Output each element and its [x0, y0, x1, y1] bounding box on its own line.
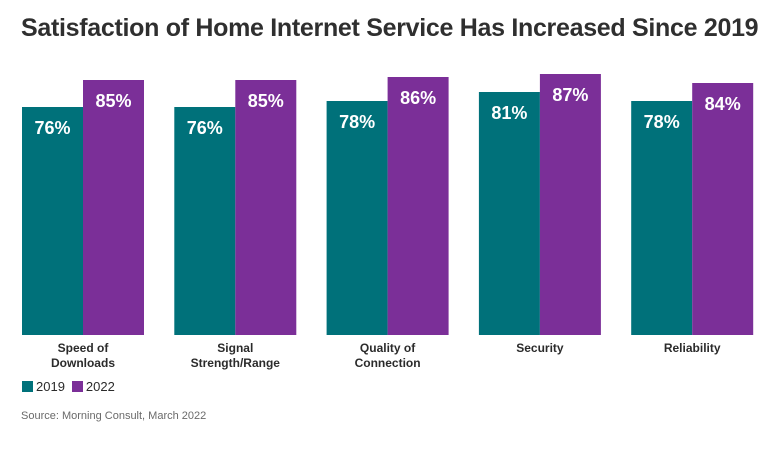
- legend-swatch-2019: [22, 381, 33, 392]
- source-note: Source: Morning Consult, March 2022: [21, 410, 207, 422]
- legend-swatch-2022: [71, 381, 83, 392]
- bar-2019-2: [174, 107, 236, 335]
- data-label-2022-5: 84%: [705, 94, 741, 114]
- chart-legend: 2019 2022: [22, 379, 122, 394]
- bar-2019-1: [22, 107, 83, 335]
- bar-2019-5: [631, 101, 693, 335]
- data-label-2019-1: 76%: [34, 118, 70, 138]
- bar-2022-1: [83, 80, 144, 335]
- data-label-2019-2: 76%: [187, 118, 223, 138]
- category-label-1-line-2: Downloads: [51, 356, 115, 370]
- data-label-2019-5: 78%: [644, 112, 680, 132]
- chart-title: Satisfaction of Home Internet Service Ha…: [21, 14, 759, 42]
- bar-2022-3: [387, 77, 449, 335]
- data-label-2019-3: 78%: [339, 112, 375, 132]
- legend-item-2019: 2019: [22, 379, 65, 394]
- category-label-2-line-1: Signal: [217, 341, 253, 355]
- bar-2022-2: [235, 80, 297, 335]
- category-label-1-line-1: Speed of: [58, 341, 110, 355]
- bar-2022-5: [692, 83, 754, 335]
- data-label-2022-2: 85%: [248, 91, 284, 111]
- data-label-2019-4: 81%: [491, 103, 527, 123]
- data-label-2022-3: 86%: [400, 88, 436, 108]
- category-label-3-line-2: Connection: [355, 356, 421, 370]
- category-label-5-line-1: Reliability: [664, 341, 721, 355]
- category-label-3-line-1: Quality of: [360, 341, 416, 355]
- legend-label-2019: 2019: [36, 379, 65, 394]
- legend-label-2022: 2022: [85, 379, 115, 394]
- bar-2019-3: [326, 101, 388, 335]
- bar-2019-4: [478, 92, 540, 335]
- data-label-2022-1: 85%: [95, 91, 131, 111]
- category-label-4-line-1: Security: [516, 341, 564, 355]
- bar-2022-4: [539, 74, 601, 335]
- category-label-2-line-2: Strength/Range: [191, 356, 281, 370]
- data-label-2022-4: 87%: [552, 85, 588, 105]
- legend-item-2022: 2022: [71, 379, 115, 394]
